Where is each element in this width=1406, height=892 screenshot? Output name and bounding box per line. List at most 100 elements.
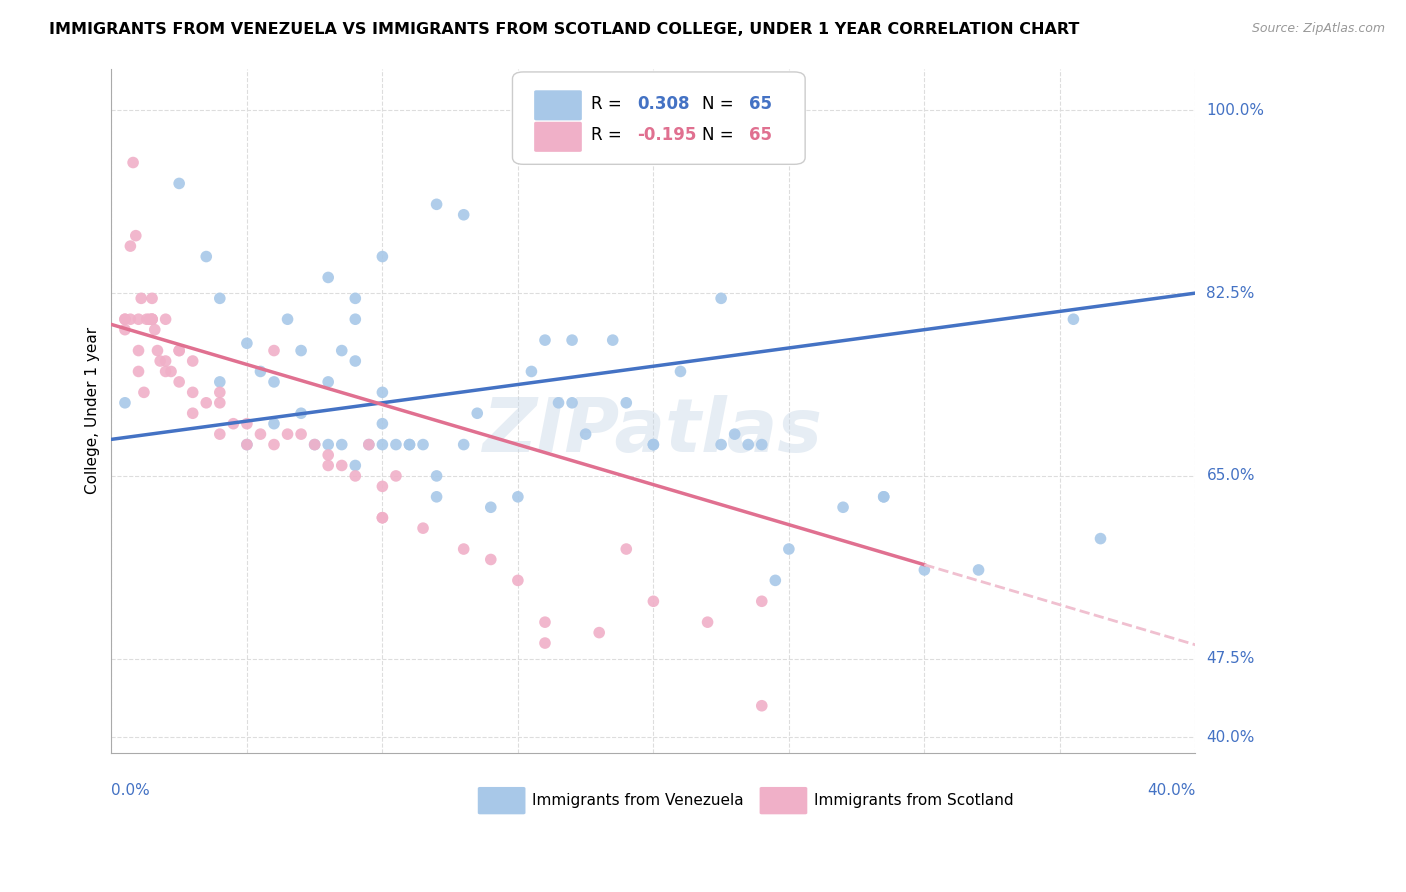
Point bbox=[534, 636, 557, 650]
Text: 0.0%: 0.0% bbox=[111, 783, 150, 798]
Point bbox=[357, 437, 380, 451]
Point bbox=[316, 437, 339, 451]
FancyBboxPatch shape bbox=[759, 787, 807, 814]
Point bbox=[344, 354, 367, 368]
Point bbox=[236, 336, 259, 351]
Text: 47.5%: 47.5% bbox=[1206, 651, 1254, 666]
Point bbox=[588, 625, 610, 640]
Point bbox=[534, 615, 557, 629]
Point bbox=[385, 437, 408, 451]
Point bbox=[114, 312, 136, 326]
Point bbox=[479, 552, 502, 566]
Point bbox=[236, 437, 259, 451]
Text: 82.5%: 82.5% bbox=[1206, 285, 1254, 301]
Point bbox=[141, 312, 163, 326]
Text: Source: ZipAtlas.com: Source: ZipAtlas.com bbox=[1251, 22, 1385, 36]
Point bbox=[465, 406, 488, 420]
Text: Immigrants from Venezuela: Immigrants from Venezuela bbox=[531, 793, 744, 808]
Text: 40.0%: 40.0% bbox=[1206, 730, 1254, 745]
Point bbox=[128, 343, 150, 358]
Point bbox=[520, 364, 543, 378]
Point bbox=[316, 270, 339, 285]
Text: R =: R = bbox=[591, 127, 627, 145]
Y-axis label: College, Under 1 year: College, Under 1 year bbox=[86, 327, 100, 494]
Point bbox=[120, 239, 142, 253]
Point bbox=[602, 333, 624, 347]
Point bbox=[155, 354, 177, 368]
Point bbox=[1062, 312, 1084, 326]
Point bbox=[316, 448, 339, 462]
Point bbox=[371, 437, 394, 451]
Point bbox=[371, 510, 394, 524]
Point bbox=[263, 343, 285, 358]
Point bbox=[912, 563, 935, 577]
Point bbox=[128, 364, 150, 378]
Point bbox=[547, 396, 569, 410]
Point bbox=[167, 343, 190, 358]
Point bbox=[669, 364, 692, 378]
Point bbox=[181, 385, 204, 400]
Point bbox=[141, 312, 163, 326]
Text: 100.0%: 100.0% bbox=[1206, 103, 1264, 118]
Point bbox=[426, 490, 449, 504]
Point bbox=[141, 291, 163, 305]
Point bbox=[316, 458, 339, 473]
Point bbox=[263, 437, 285, 451]
Point bbox=[330, 458, 353, 473]
Point bbox=[120, 312, 142, 326]
Point bbox=[143, 323, 166, 337]
Point bbox=[344, 458, 367, 473]
Text: 65: 65 bbox=[749, 127, 772, 145]
Point bbox=[751, 437, 773, 451]
Point bbox=[371, 417, 394, 431]
Point bbox=[385, 469, 408, 483]
Point bbox=[277, 427, 299, 442]
Point bbox=[643, 437, 665, 451]
Point bbox=[614, 542, 637, 557]
Point bbox=[236, 417, 259, 431]
Point bbox=[114, 312, 136, 326]
FancyBboxPatch shape bbox=[534, 90, 582, 120]
Point bbox=[155, 364, 177, 378]
Point bbox=[453, 437, 475, 451]
Point bbox=[135, 312, 157, 326]
Point bbox=[249, 427, 271, 442]
Point bbox=[222, 417, 245, 431]
Point bbox=[561, 396, 583, 410]
Point bbox=[316, 375, 339, 389]
Point bbox=[751, 698, 773, 713]
Point bbox=[128, 312, 150, 326]
Point bbox=[181, 406, 204, 420]
Point bbox=[304, 437, 326, 451]
FancyBboxPatch shape bbox=[512, 72, 806, 164]
Point bbox=[453, 208, 475, 222]
Point bbox=[344, 312, 367, 326]
Point bbox=[710, 291, 733, 305]
Point bbox=[412, 437, 434, 451]
Point bbox=[832, 500, 855, 515]
Point bbox=[614, 396, 637, 410]
Point bbox=[778, 542, 800, 557]
FancyBboxPatch shape bbox=[534, 121, 582, 152]
Point bbox=[290, 343, 312, 358]
Point bbox=[149, 354, 172, 368]
Point bbox=[873, 490, 896, 504]
Point bbox=[138, 312, 160, 326]
Point bbox=[534, 333, 557, 347]
Point bbox=[304, 437, 326, 451]
Point bbox=[398, 437, 420, 451]
Text: 65.0%: 65.0% bbox=[1206, 468, 1256, 483]
Point bbox=[155, 312, 177, 326]
Point bbox=[208, 385, 231, 400]
Point bbox=[371, 250, 394, 264]
Text: Immigrants from Scotland: Immigrants from Scotland bbox=[814, 793, 1014, 808]
Point bbox=[290, 406, 312, 420]
Point bbox=[710, 437, 733, 451]
Point bbox=[249, 364, 271, 378]
Text: ZIPatlas: ZIPatlas bbox=[484, 394, 824, 467]
Point bbox=[208, 427, 231, 442]
Point bbox=[330, 437, 353, 451]
Point bbox=[357, 437, 380, 451]
Text: N =: N = bbox=[702, 127, 740, 145]
Point bbox=[167, 375, 190, 389]
